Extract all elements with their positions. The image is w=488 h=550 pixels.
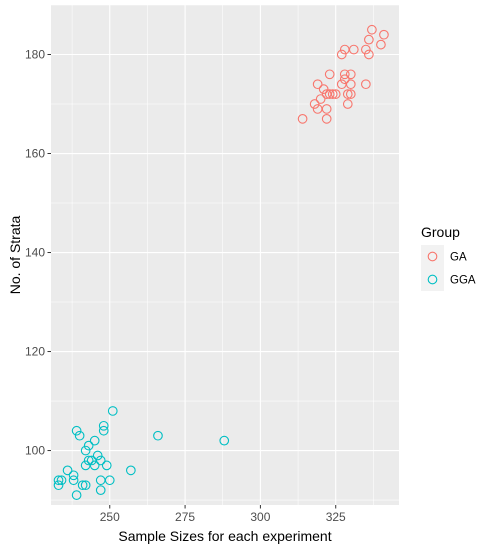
y-tick-label: 180 (25, 48, 45, 62)
point-gga (89, 460, 100, 471)
x-axis-ticks: 250 275 300 325 (100, 505, 346, 524)
point-ga (324, 69, 335, 80)
point-gga (83, 440, 94, 451)
y-tick-label: 160 (25, 147, 45, 161)
x-tick-label: 300 (250, 510, 270, 524)
point-gga (77, 480, 88, 491)
point-gga (95, 485, 106, 495)
point-ga (361, 44, 371, 55)
point-ga (342, 99, 353, 109)
point-gga (107, 406, 118, 416)
point-ga (327, 89, 338, 99)
minor-gridlines (51, 4, 399, 505)
x-tick-label: 250 (100, 510, 120, 524)
legend-label-ga: GA (450, 252, 467, 264)
point-gga (153, 430, 163, 441)
point-gga (68, 475, 79, 486)
point-ga (361, 79, 371, 90)
point-ga (309, 99, 320, 109)
point-gga (219, 435, 230, 446)
point-gga (95, 455, 106, 466)
legend: Group GA GGA (421, 224, 476, 291)
point-ga (339, 74, 350, 85)
legend-key-box (421, 268, 444, 291)
point-ga (364, 49, 374, 60)
point-ga (364, 34, 374, 45)
point-gga (83, 455, 94, 466)
point-ga (315, 94, 326, 104)
point-ga (376, 39, 386, 50)
point-gga (71, 490, 82, 500)
point-ga (345, 69, 356, 80)
point-gga (125, 465, 136, 476)
point-gga (56, 475, 67, 486)
point-ga (336, 49, 347, 60)
point-ga (330, 89, 341, 99)
point-ga (367, 24, 377, 35)
point-gga (98, 420, 109, 431)
legend-label-gga: GGA (450, 275, 476, 287)
point-gga (74, 430, 85, 441)
y-tick-label: 100 (25, 444, 45, 458)
y-tick-label: 140 (25, 246, 45, 260)
y-tick-label: 120 (25, 345, 45, 359)
x-tick-label: 275 (175, 510, 195, 524)
point-gga (80, 480, 91, 491)
x-tick-label: 325 (326, 510, 346, 524)
point-gga (101, 460, 112, 471)
point-ga (345, 79, 356, 90)
y-axis-title: No. of Strata (7, 215, 23, 294)
point-ga (312, 79, 323, 90)
point-ga (321, 114, 332, 124)
point-gga (98, 425, 109, 436)
point-ga (318, 84, 329, 95)
data-points (53, 24, 389, 500)
y-axis-ticks: 100 120 140 160 180 (25, 48, 51, 458)
point-ga (379, 29, 389, 40)
point-gga (104, 475, 115, 486)
point-ga (321, 104, 332, 114)
point-gga (80, 445, 91, 456)
point-gga (68, 470, 79, 481)
point-gga (62, 465, 73, 476)
point-ga (297, 114, 308, 124)
point-ga (324, 89, 335, 99)
major-gridlines (51, 5, 399, 505)
point-ga (345, 89, 356, 99)
legend-key-box (421, 245, 444, 268)
point-gga (53, 475, 64, 486)
legend-key-ga (427, 251, 438, 262)
point-gga (89, 435, 100, 446)
point-ga (342, 89, 353, 99)
legend-key-gga (427, 274, 438, 285)
point-ga (348, 44, 359, 55)
point-gga (53, 480, 64, 491)
point-gga (71, 425, 82, 436)
legend-title: Group (421, 224, 460, 240)
point-ga (339, 69, 350, 80)
x-axis-title: Sample Sizes for each experiment (118, 528, 331, 544)
point-gga (92, 450, 103, 461)
